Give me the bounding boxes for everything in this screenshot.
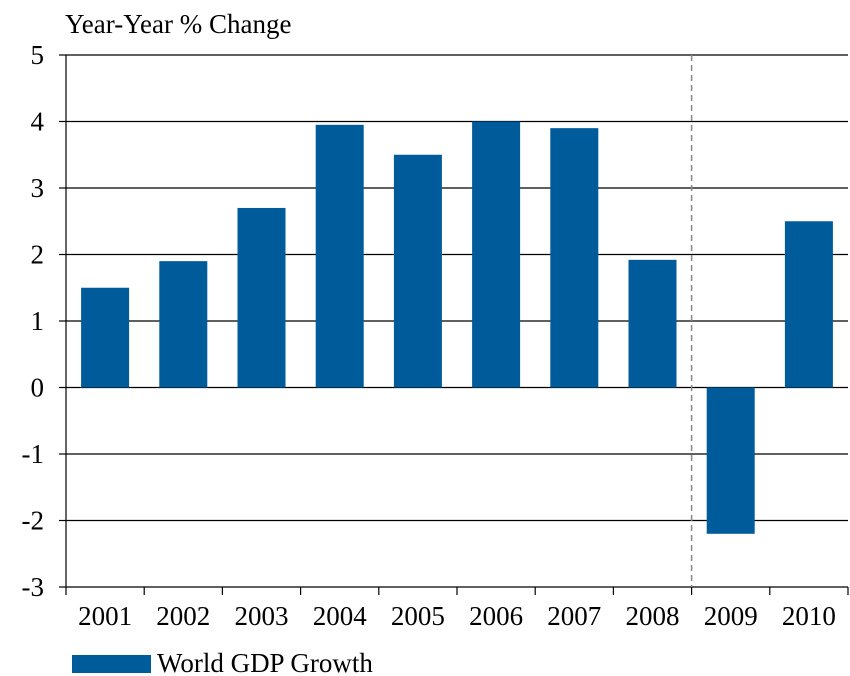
x-tick-label: 2007 [547,601,601,631]
x-tick-label: 2010 [782,601,836,631]
bar-2005 [394,155,442,388]
legend: World GDP Growth [72,648,373,676]
bar-2010 [785,221,833,387]
y-tick-label: -2 [22,506,45,536]
y-tick-label: 3 [31,173,45,203]
x-tick-labels: 2001 2002 2003 2004 2005 2006 2007 2008 2009 2010 [66,587,848,631]
y-tick-label: 2 [31,240,45,270]
bar-2008 [629,260,677,388]
x-tick-label: 2001 [78,601,132,631]
bar-2003 [238,208,286,388]
y-tick-label: 5 [31,40,45,70]
x-tick-label: 2009 [704,601,758,631]
bar-2004 [316,125,364,388]
x-tick-label: 2003 [235,601,289,631]
y-tick-label: -3 [22,572,45,602]
y-tick-label: 4 [31,107,45,137]
bar-2001 [81,288,129,388]
y-tick-label: -1 [22,439,45,469]
legend-swatch [72,655,151,673]
x-tick-label: 2006 [469,601,523,631]
bar-2007 [550,128,598,387]
legend-label: World GDP Growth [157,648,373,676]
bar-2009 [707,388,755,534]
y-axis-title: Year-Year % Change [65,9,291,39]
y-tick-label: 1 [31,306,45,336]
bar-2006 [472,122,520,388]
x-tick-label: 2008 [626,601,680,631]
x-tick-label: 2002 [156,601,210,631]
bar-2002 [159,261,207,387]
x-tick-label: 2005 [391,601,445,631]
x-tick-label: 2004 [313,601,368,631]
y-tick-label: 0 [31,373,45,403]
y-tick-labels: 5 4 3 2 1 0 -1 -2 -3 [22,40,67,602]
bars [81,122,833,534]
